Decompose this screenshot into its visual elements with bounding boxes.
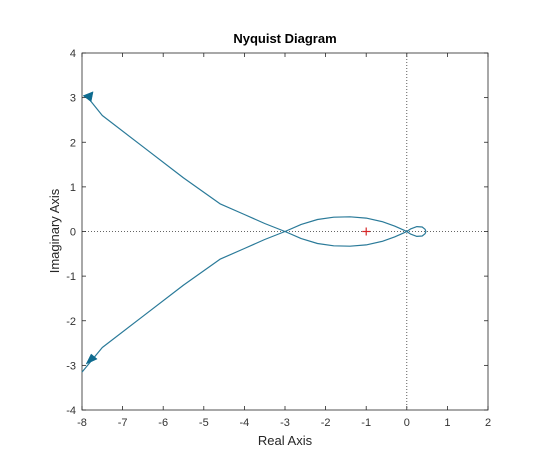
direction-arrow xyxy=(82,91,94,103)
x-tick-label: -8 xyxy=(77,417,87,429)
direction-arrow xyxy=(85,353,98,365)
y-tick-label: 1 xyxy=(70,182,76,194)
x-tick-label: -6 xyxy=(158,417,168,429)
x-tick-label: 1 xyxy=(444,417,450,429)
x-tick-label: 2 xyxy=(485,417,491,429)
y-tick-label: 4 xyxy=(70,48,76,60)
y-tick-label: 3 xyxy=(70,93,76,105)
x-tick-label: -4 xyxy=(240,417,250,429)
y-tick-label: -4 xyxy=(66,405,76,417)
x-axis-label: Real Axis xyxy=(258,433,313,448)
nyquist-curve xyxy=(81,95,427,373)
x-tick-label: -3 xyxy=(280,417,290,429)
x-tick-label: -1 xyxy=(361,417,371,429)
x-tick-label: 0 xyxy=(404,417,410,429)
x-tick-label: -2 xyxy=(321,417,331,429)
y-tick-label: -2 xyxy=(66,316,76,328)
y-tick-label: 0 xyxy=(70,227,76,239)
y-tick-label: 2 xyxy=(70,137,76,149)
x-tick-label: -7 xyxy=(118,417,128,429)
y-tick-label: -1 xyxy=(66,271,76,283)
y-tick-label: -3 xyxy=(66,360,76,372)
chart-title: Nyquist Diagram xyxy=(233,31,336,46)
x-tick-label: -5 xyxy=(199,417,209,429)
y-axis-label: Imaginary Axis xyxy=(47,188,62,273)
plot-area: -8 -7 -6 -5 -4 -3 -2 -1 0 1 2 -4 -3 -2 -1 0 1 2 3 4 xyxy=(66,48,491,429)
